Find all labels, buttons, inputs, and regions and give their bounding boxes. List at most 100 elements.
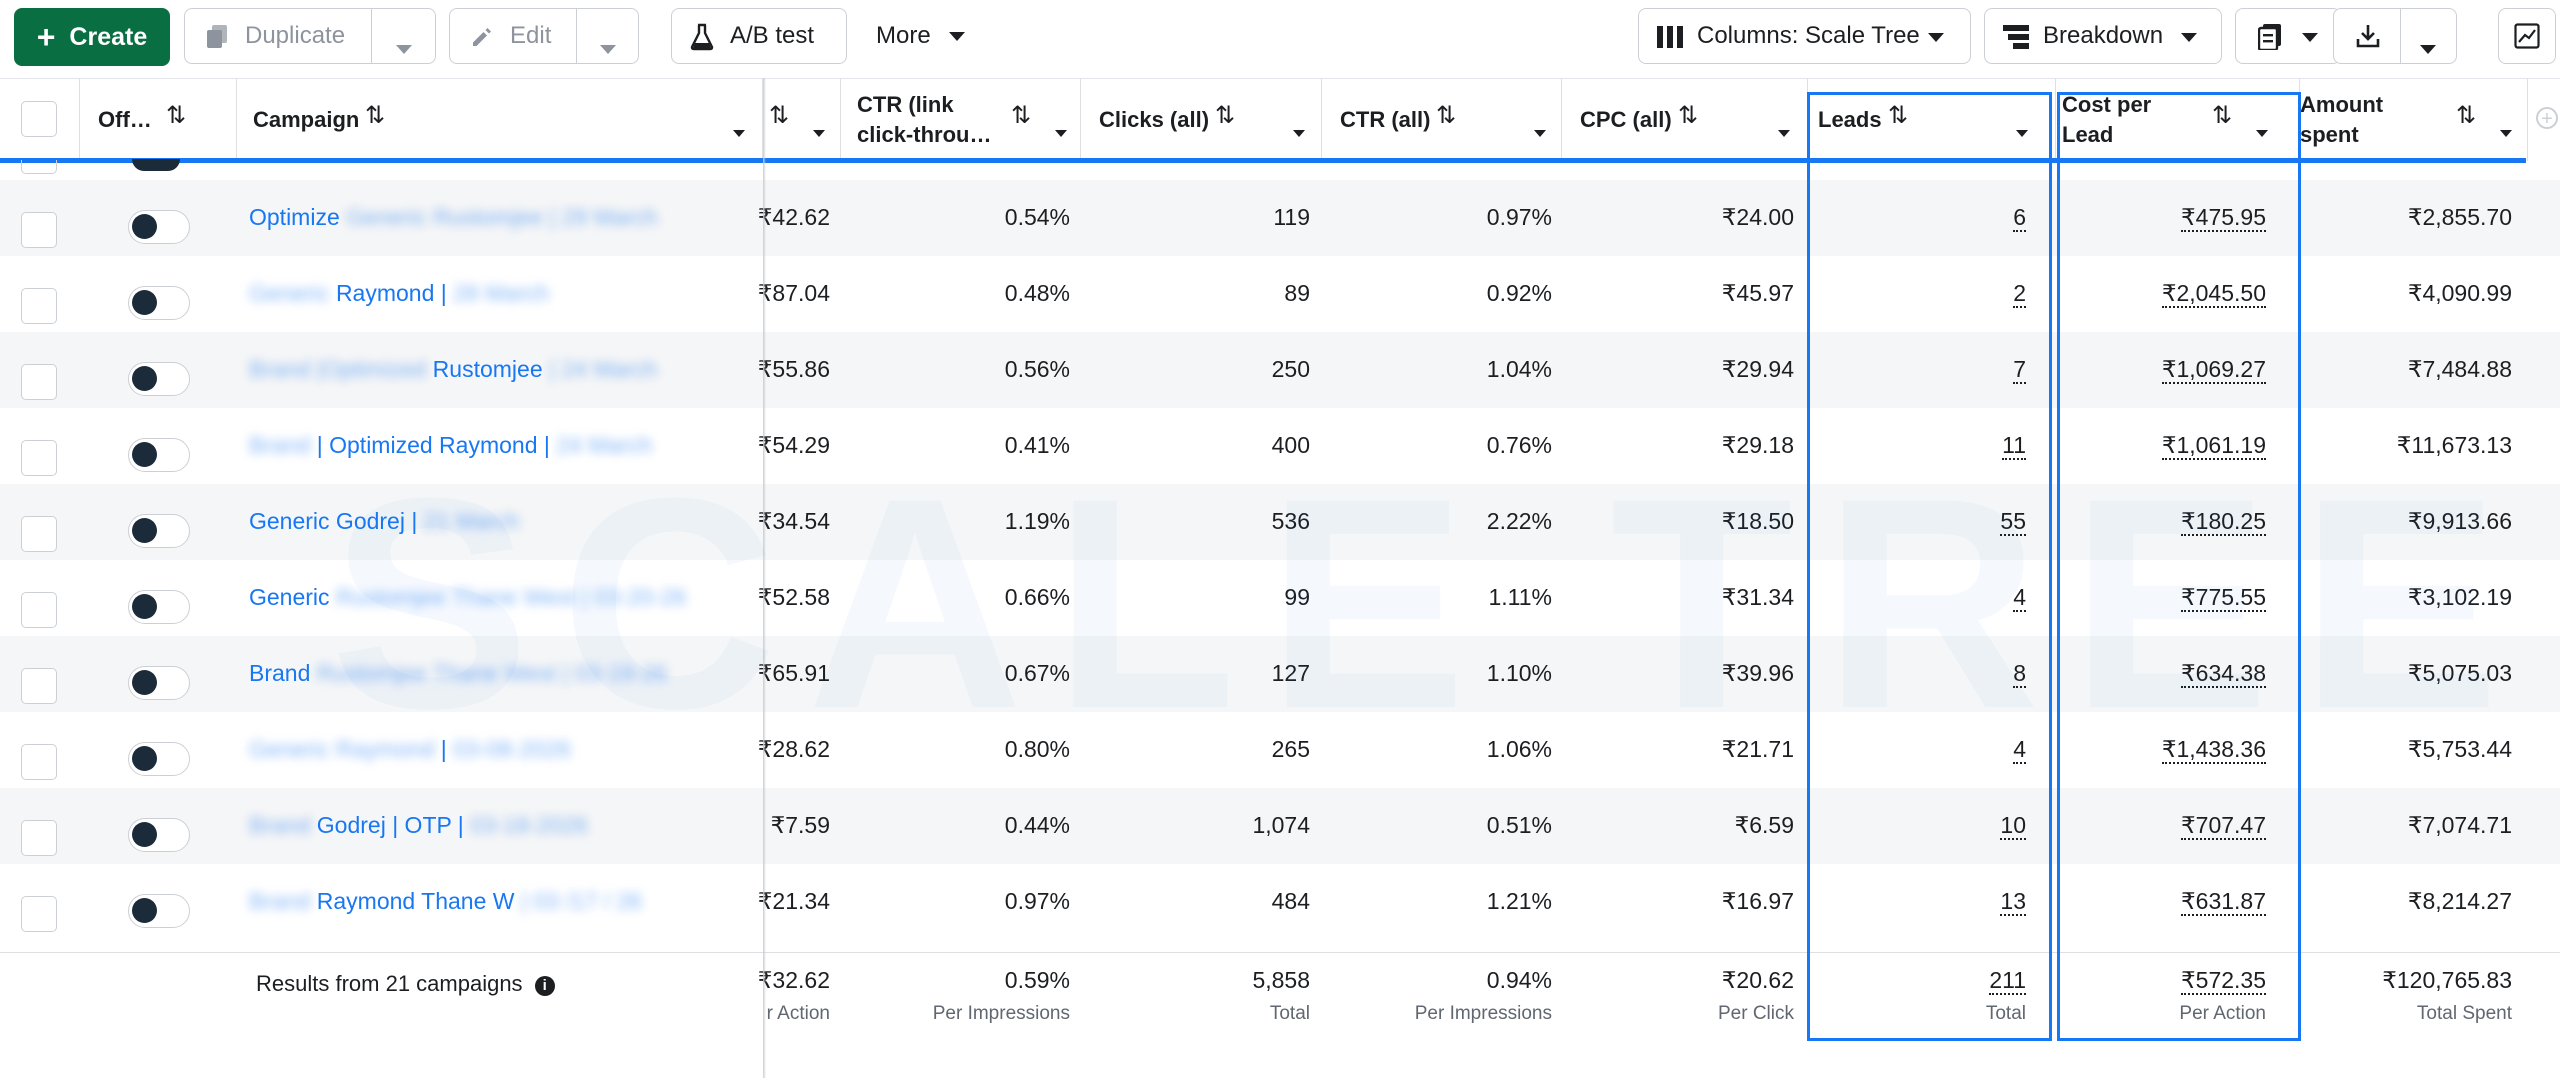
header-hidden-column[interactable]: ⇅ xyxy=(763,79,841,161)
table-row[interactable]: Brand Rustomjee Thane West | 03-19-26 ₹6… xyxy=(0,636,2560,712)
duplicate-dropdown[interactable] xyxy=(396,33,412,61)
row-checkbox[interactable] xyxy=(21,896,57,932)
add-column-icon[interactable]: + xyxy=(2536,107,2558,129)
header-amount-spent[interactable]: Amount spent ⇅ xyxy=(2300,79,2528,161)
campaign-toggle[interactable] xyxy=(128,438,190,472)
campaign-name-link[interactable]: Generic Raymond | 28 March xyxy=(249,280,549,307)
header-dropdown[interactable] xyxy=(1778,115,1790,145)
total-leads[interactable]: 211 xyxy=(1989,967,2026,995)
row-checkbox[interactable] xyxy=(21,744,57,780)
cell-cost-per-lead[interactable]: ₹180.25 xyxy=(2181,508,2266,536)
campaign-toggle[interactable] xyxy=(128,210,190,244)
campaign-toggle[interactable] xyxy=(128,514,190,548)
cell-cost-per-lead[interactable]: ₹475.95 xyxy=(2181,204,2266,232)
campaign-name-link[interactable]: Brand Godrej | OTP | 03-18-2026 xyxy=(249,812,588,839)
row-checkbox[interactable] xyxy=(21,820,57,856)
row-checkbox[interactable] xyxy=(21,440,57,476)
sort-icon[interactable]: ⇅ xyxy=(1436,102,1457,129)
cell-cost-per-lead[interactable]: ₹634.38 xyxy=(2181,660,2266,688)
sort-icon[interactable]: ⇅ xyxy=(1011,102,1032,129)
row-checkbox[interactable] xyxy=(21,288,57,324)
charts-button[interactable] xyxy=(2498,8,2556,64)
edit-dropdown[interactable] xyxy=(600,33,616,61)
create-button[interactable]: + Create xyxy=(14,8,170,66)
header-leads[interactable]: Leads ⇅ xyxy=(1808,79,2056,161)
cell-leads[interactable]: 13 xyxy=(2000,888,2026,916)
table-row[interactable]: Brand |Optimized Rustomjee | 24 March ₹5… xyxy=(0,332,2560,408)
row-checkbox[interactable] xyxy=(21,668,57,704)
header-clicks-all[interactable]: Clicks (all) ⇅ xyxy=(1081,79,1322,161)
header-dropdown[interactable] xyxy=(813,115,825,145)
table-row[interactable]: Generic Raymond | 28 March ₹87.04 0.48% … xyxy=(0,256,2560,332)
cell-cost-per-lead[interactable]: ₹707.47 xyxy=(2181,812,2266,840)
header-cost-per-lead[interactable]: Cost per Lead ⇅ xyxy=(2056,79,2300,161)
campaign-toggle[interactable] xyxy=(128,894,190,928)
row-checkbox[interactable] xyxy=(21,364,57,400)
sort-icon[interactable]: ⇅ xyxy=(1888,102,1909,129)
sort-icon[interactable]: ⇅ xyxy=(365,102,386,129)
sort-icon[interactable]: ⇅ xyxy=(166,102,187,129)
export-dropdown[interactable] xyxy=(2420,33,2436,61)
edit-button[interactable]: Edit xyxy=(510,22,552,49)
ab-test-button[interactable]: A/B test xyxy=(671,8,847,64)
header-dropdown[interactable] xyxy=(2016,115,2028,145)
cell-cost-per-lead[interactable]: ₹1,061.19 xyxy=(2161,432,2266,460)
sort-icon[interactable]: ⇅ xyxy=(2212,102,2233,129)
cell-cost-per-lead[interactable]: ₹775.55 xyxy=(2181,584,2266,612)
header-dropdown[interactable] xyxy=(1534,115,1546,145)
sort-icon[interactable]: ⇅ xyxy=(1215,102,1236,129)
sort-icon[interactable]: ⇅ xyxy=(2456,102,2477,129)
cell-leads[interactable]: 55 xyxy=(2000,508,2026,536)
cell-cost-per-lead[interactable]: ₹631.87 xyxy=(2181,888,2266,916)
row-checkbox[interactable] xyxy=(21,516,57,552)
header-off-on[interactable]: Off… ⇅ xyxy=(80,79,237,161)
campaign-name-link[interactable]: Brand Rustomjee Thane West | 03-19-26 xyxy=(249,660,667,687)
header-ctr-all[interactable]: CTR (all) ⇅ xyxy=(1322,79,1562,161)
columns-button[interactable]: Columns: Scale Tree xyxy=(1638,8,1971,64)
campaign-toggle[interactable] xyxy=(128,666,190,700)
header-dropdown[interactable] xyxy=(1055,115,1067,145)
cell-cost-per-lead[interactable]: ₹2,045.50 xyxy=(2161,280,2266,308)
campaign-name-link[interactable]: Generic Godrej | 21 March xyxy=(249,508,520,535)
campaign-name-link[interactable]: Brand | Optimized Raymond | 24 March xyxy=(249,432,652,459)
table-row[interactable]: Generic Rustomjee Thane West | 03-20-26 … xyxy=(0,560,2560,636)
campaign-toggle[interactable] xyxy=(128,590,190,624)
table-row[interactable]: Brand Raymond Thane W | 03 /17 / 26 ₹21.… xyxy=(0,864,2560,940)
info-icon[interactable]: i xyxy=(534,976,555,996)
table-row[interactable]: Optimize Generic Rustomjee | 29 March ₹4… xyxy=(0,180,2560,256)
reports-button[interactable] xyxy=(2235,8,2341,64)
cell-leads[interactable]: 8 xyxy=(2013,660,2026,688)
table-row[interactable]: Generic Raymond | 03-08-2026 ₹28.62 0.80… xyxy=(0,712,2560,788)
cell-leads[interactable]: 6 xyxy=(2013,204,2026,232)
duplicate-button[interactable]: Duplicate xyxy=(245,22,346,49)
breakdown-button[interactable]: Breakdown xyxy=(1984,8,2222,64)
cell-cost-per-lead[interactable]: ₹1,438.36 xyxy=(2161,736,2266,764)
header-ctr-link[interactable]: CTR (link click-throu… ⇅ xyxy=(841,79,1081,161)
sort-icon[interactable]: ⇅ xyxy=(1678,102,1699,129)
header-dropdown[interactable] xyxy=(2256,115,2268,145)
cell-cost-per-lead[interactable]: ₹1,069.27 xyxy=(2161,356,2266,384)
campaign-toggle[interactable] xyxy=(128,818,190,852)
row-checkbox[interactable] xyxy=(21,212,57,248)
download-icon[interactable] xyxy=(2356,23,2380,49)
campaign-toggle[interactable] xyxy=(128,362,190,396)
campaign-name-link[interactable]: Generic Rustomjee Thane West | 03-20-26 xyxy=(249,584,686,611)
table-row[interactable]: Brand Godrej | OTP | 03-18-2026 ₹7.59 0.… xyxy=(0,788,2560,864)
cell-leads[interactable]: 2 xyxy=(2013,280,2026,308)
cell-leads[interactable]: 11 xyxy=(2002,432,2026,460)
table-row[interactable]: Brand | Optimized Raymond | 24 March ₹54… xyxy=(0,408,2560,484)
table-row[interactable]: Generic Godrej | 21 March ₹34.54 1.19% 5… xyxy=(0,484,2560,560)
campaign-name-link[interactable]: Brand Raymond Thane W | 03 /17 / 26 xyxy=(249,888,642,915)
campaign-name-link[interactable]: Brand |Optimized Rustomjee | 24 March xyxy=(249,356,657,383)
more-button[interactable]: More xyxy=(876,8,965,64)
cell-leads[interactable]: 4 xyxy=(2013,736,2026,764)
cell-leads[interactable]: 4 xyxy=(2013,584,2026,612)
row-checkbox[interactable] xyxy=(21,592,57,628)
header-cpc-all[interactable]: CPC (all) ⇅ xyxy=(1562,79,1808,161)
cell-leads[interactable]: 10 xyxy=(2000,812,2026,840)
header-dropdown[interactable] xyxy=(1293,115,1305,145)
total-cpl[interactable]: ₹572.35 xyxy=(2181,967,2266,995)
header-dropdown[interactable] xyxy=(2500,115,2512,145)
campaign-name-link[interactable]: Optimize Generic Rustomjee | 29 March xyxy=(249,204,658,231)
cell-leads[interactable]: 7 xyxy=(2013,356,2026,384)
